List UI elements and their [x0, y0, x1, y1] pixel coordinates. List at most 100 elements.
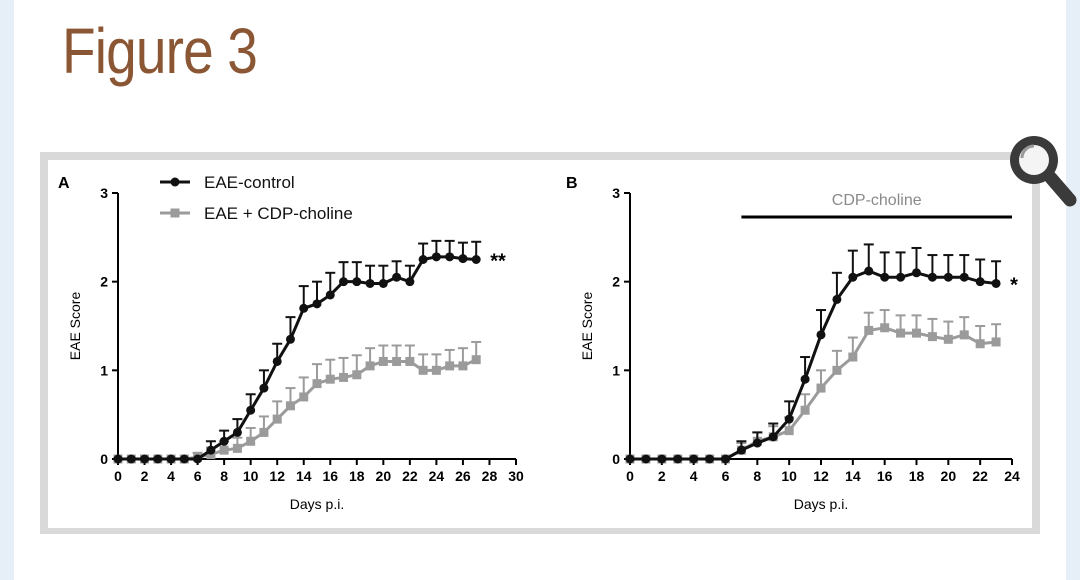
- data-point: [991, 337, 1001, 347]
- data-point: [736, 445, 746, 455]
- data-point: [800, 374, 810, 384]
- y-tick-label: 1: [612, 362, 620, 378]
- x-tick-label: 14: [845, 468, 861, 484]
- data-point: [272, 356, 282, 366]
- x-tick-label: 28: [482, 468, 498, 484]
- data-point: [975, 339, 985, 349]
- page-title: Figure 3: [62, 15, 258, 87]
- data-point: [325, 290, 335, 300]
- data-point: [445, 252, 455, 262]
- y-axis-label: EAE Score: [67, 292, 83, 361]
- y-tick-label: 1: [100, 362, 108, 378]
- data-point: [246, 436, 256, 446]
- x-tick-label: 22: [972, 468, 988, 484]
- x-tick-label: 18: [349, 468, 365, 484]
- magnifier-icon: [1010, 136, 1077, 207]
- data-point: [378, 278, 388, 288]
- x-tick-label: 12: [813, 468, 829, 484]
- data-point: [339, 372, 349, 382]
- data-point: [113, 454, 123, 464]
- x-tick-label: 12: [269, 468, 285, 484]
- data-point: [246, 405, 256, 415]
- y-tick-label: 2: [100, 274, 108, 290]
- data-point: [896, 328, 906, 338]
- zoom-button[interactable]: [1000, 128, 1080, 212]
- data-point: [458, 361, 468, 371]
- x-tick-label: 20: [941, 468, 957, 484]
- figure-panel[interactable]: A 0 1 2 3 0 2 4 6 8 10 12 14 16 18 20 22 24 26 28 30 Days p.i…: [48, 160, 1032, 528]
- series-line-control: [630, 269, 997, 461]
- data-point: [259, 427, 269, 437]
- data-point: [912, 328, 921, 338]
- legend-label: EAE + CDP-choline: [204, 204, 353, 223]
- data-point: [272, 414, 282, 424]
- data-point: [832, 365, 842, 375]
- data-point: [365, 278, 375, 288]
- x-tick-label: 6: [194, 468, 202, 484]
- data-point: [325, 374, 335, 384]
- data-point: [219, 436, 229, 446]
- x-tick-label: 2: [658, 468, 666, 484]
- data-point: [721, 454, 730, 464]
- data-point: [352, 277, 362, 287]
- data-point: [752, 438, 762, 448]
- data-point: [832, 294, 842, 304]
- data-point: [641, 454, 651, 464]
- data-point: [153, 454, 163, 464]
- series-line-control: [118, 255, 477, 461]
- data-point: [299, 303, 309, 313]
- data-point: [392, 356, 402, 366]
- data-point: [179, 454, 189, 464]
- data-point: [800, 405, 810, 415]
- significance-mark: **: [490, 251, 506, 273]
- x-tick-label: 16: [322, 468, 338, 484]
- data-point: [285, 401, 295, 411]
- x-tick-label: 14: [296, 468, 312, 484]
- treatment-bar-label: CDP-choline: [832, 192, 922, 209]
- data-point: [673, 454, 683, 464]
- x-axis-label: Days p.i.: [794, 496, 848, 512]
- y-tick-label: 0: [612, 451, 620, 467]
- x-tick-label: 4: [690, 468, 698, 484]
- x-tick-label: 24: [1004, 468, 1020, 484]
- data-point: [431, 365, 441, 375]
- data-point: [848, 272, 858, 282]
- data-point: [768, 432, 778, 442]
- data-point: [445, 361, 455, 371]
- x-tick-label: 0: [626, 468, 634, 484]
- data-point: [959, 330, 969, 340]
- x-tick-label: 8: [220, 468, 228, 484]
- legend-marker: [170, 177, 180, 187]
- data-point: [689, 454, 699, 464]
- data-point: [991, 278, 1001, 288]
- x-tick-label: 0: [114, 468, 122, 484]
- data-point: [880, 323, 890, 333]
- data-point: [259, 383, 269, 393]
- data-point: [784, 426, 794, 436]
- x-tick-label: 4: [167, 468, 175, 484]
- data-point: [405, 277, 415, 287]
- legend-label: EAE-control: [204, 173, 295, 192]
- data-point: [232, 443, 242, 453]
- data-point: [471, 255, 481, 264]
- data-point: [166, 454, 176, 464]
- x-tick-label: 8: [753, 468, 761, 484]
- series-line-cdp-choline: [630, 326, 997, 461]
- y-axis-label: EAE Score: [579, 292, 595, 361]
- data-point: [312, 379, 322, 389]
- data-point: [312, 299, 322, 309]
- x-tick-label: 30: [508, 468, 524, 484]
- data-point: [657, 454, 667, 464]
- data-point: [232, 427, 242, 437]
- data-point: [927, 332, 937, 342]
- data-point: [458, 254, 468, 264]
- data-point: [912, 268, 921, 278]
- significance-mark: *: [1010, 274, 1018, 296]
- y-tick-label: 3: [100, 185, 108, 201]
- y-tick-label: 3: [612, 185, 620, 201]
- data-point: [431, 252, 441, 262]
- data-point: [927, 272, 937, 282]
- data-point: [405, 356, 415, 366]
- data-point: [625, 454, 635, 464]
